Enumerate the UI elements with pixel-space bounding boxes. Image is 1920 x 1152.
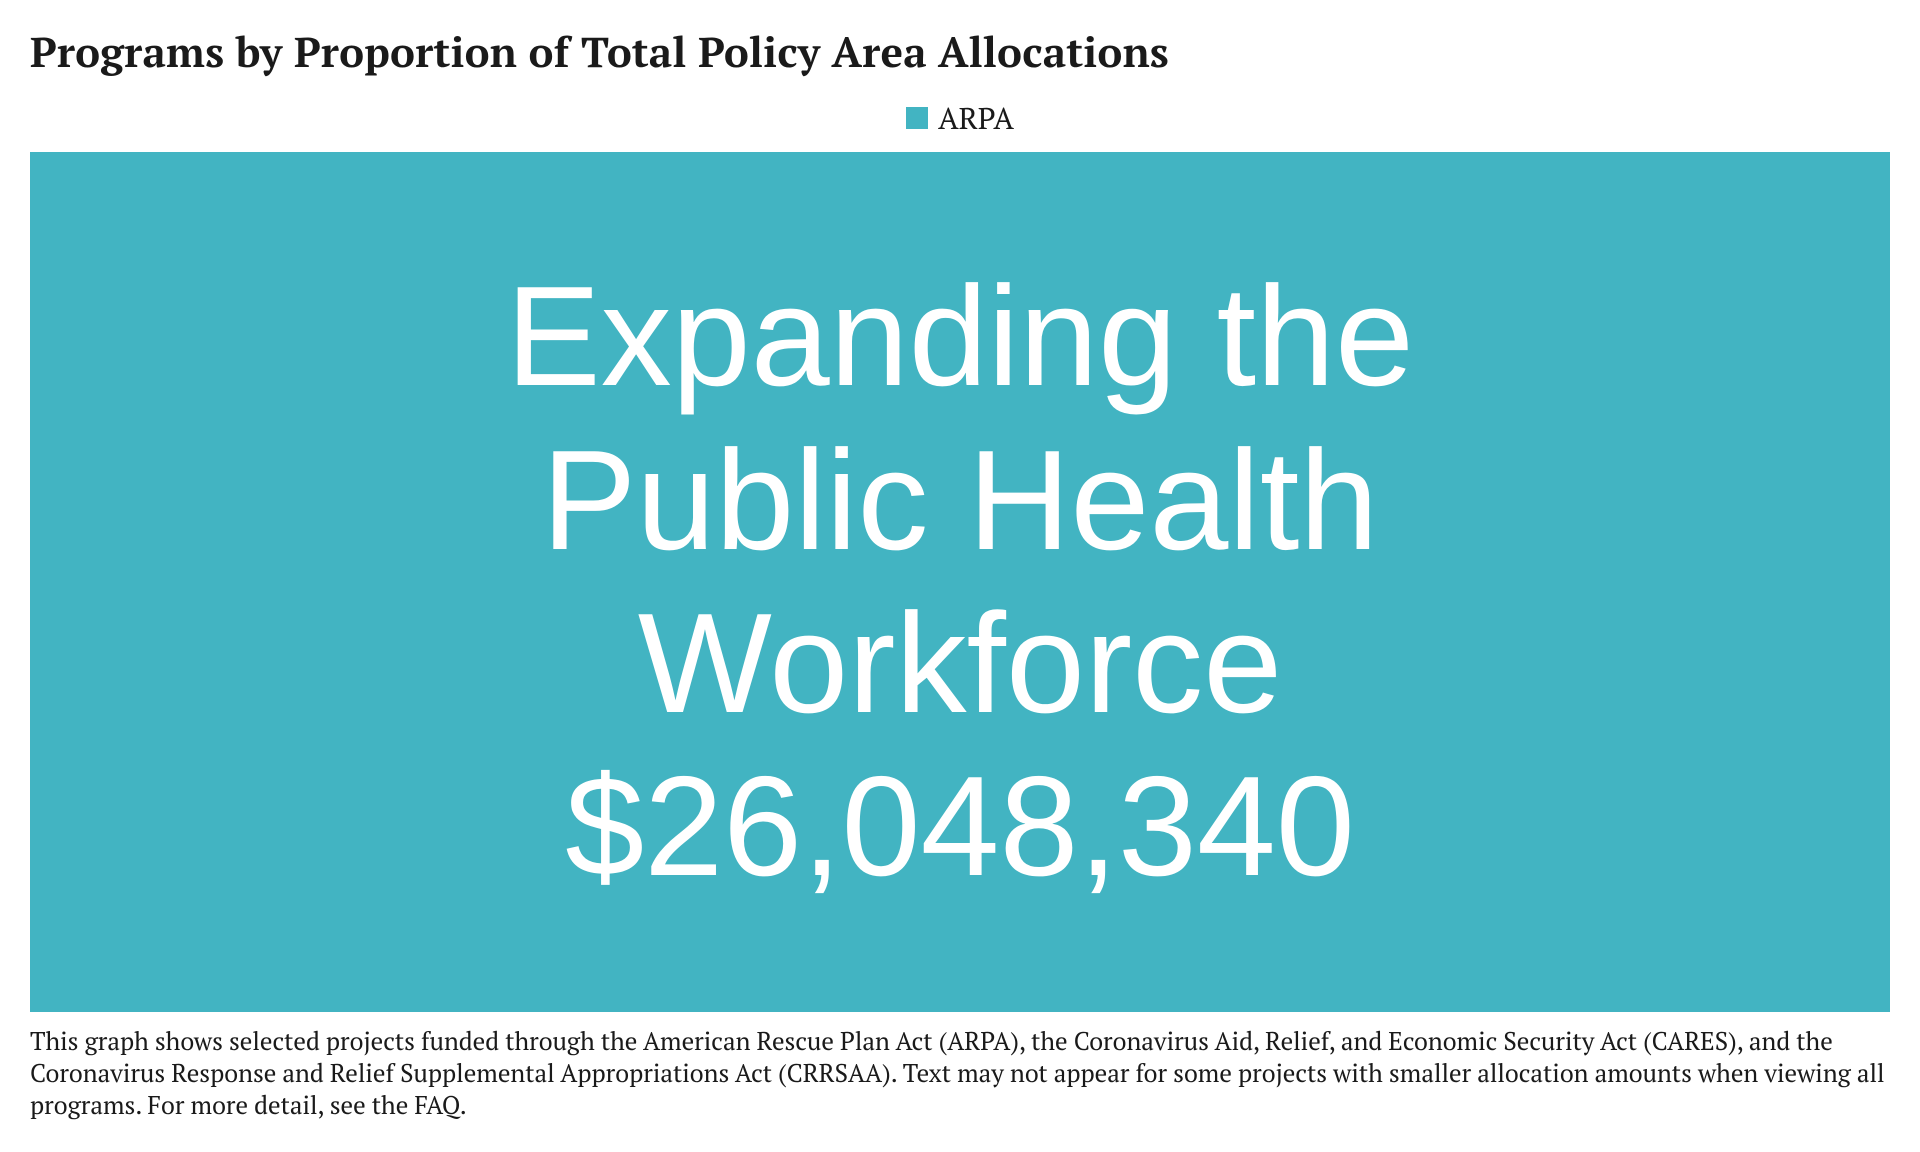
chart-legend: ARPA xyxy=(30,98,1890,138)
treemap-container: Expanding the Public Health Workforce$26… xyxy=(30,152,1890,1012)
legend-swatch-arpa xyxy=(906,107,928,129)
treemap-tile[interactable]: Expanding the Public Health Workforce$26… xyxy=(30,152,1890,1012)
chart-title: Programs by Proportion of Total Policy A… xyxy=(30,24,1890,80)
chart-footnote: This graph shows selected projects funde… xyxy=(30,1026,1890,1122)
treemap-tile-amount: $26,048,340 xyxy=(565,745,1355,908)
treemap-tile-label: Expanding the Public Health Workforce xyxy=(506,255,1414,745)
legend-label-arpa: ARPA xyxy=(938,98,1014,138)
